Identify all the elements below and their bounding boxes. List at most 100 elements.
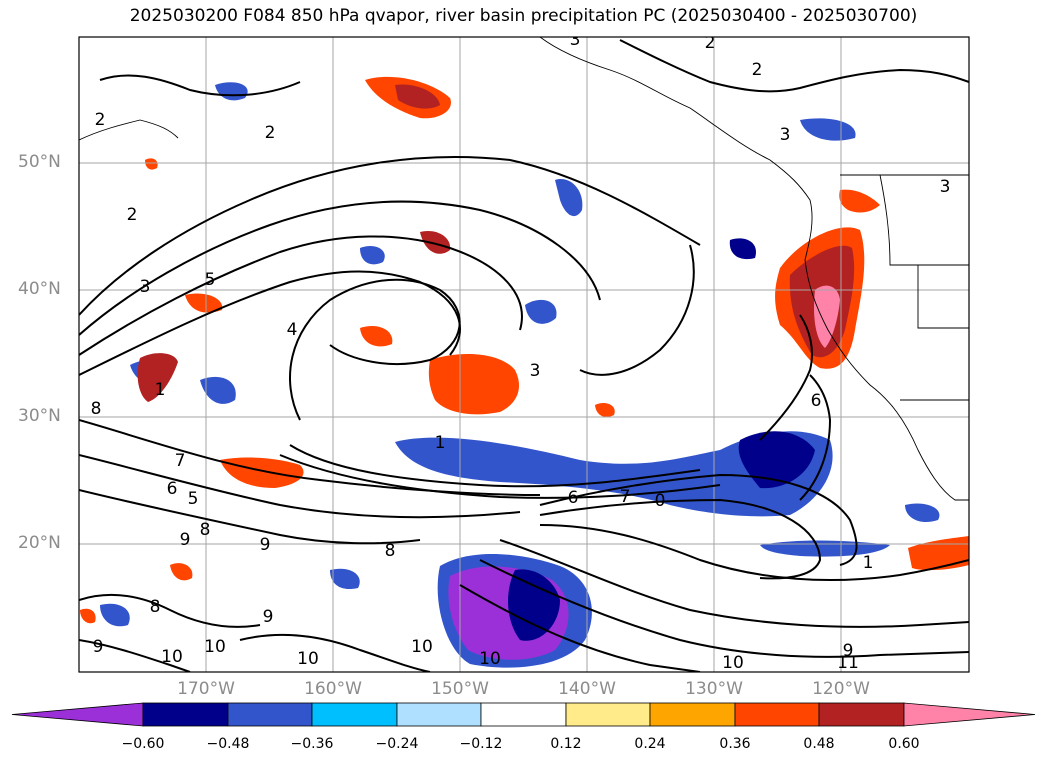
contour-label: 1 bbox=[435, 433, 446, 453]
colorbar bbox=[11, 702, 1036, 727]
colorbar-tick-label: 0.24 bbox=[634, 736, 666, 752]
contour-label: 7 bbox=[620, 487, 631, 507]
lat-label: 50°N bbox=[18, 152, 61, 172]
map-title: 2025030200 F084 850 hPa qvapor, river ba… bbox=[129, 6, 918, 26]
map-plot-area: 2 2 2 2 3 3 4 5 3 1 7 6 5 8 8 9 9 8 9 9 … bbox=[79, 30, 969, 673]
pos-blob-midpac bbox=[428, 354, 520, 415]
neg-band-jet bbox=[395, 431, 833, 517]
contour-label: 9 bbox=[843, 641, 854, 661]
colorbar-segment bbox=[818, 702, 905, 727]
neg-spot-2 bbox=[525, 299, 557, 324]
contour-label: 2 bbox=[127, 205, 138, 225]
positive-shading bbox=[80, 76, 969, 624]
contour-label: 5 bbox=[205, 270, 216, 290]
contour-label: 4 bbox=[287, 320, 298, 340]
colorbar-tick-label: 0.36 bbox=[719, 736, 751, 752]
contour-label: 10 bbox=[411, 637, 433, 657]
neg-spot-8 bbox=[100, 603, 130, 627]
contour-label: 10 bbox=[297, 649, 319, 669]
contour-label: 8 bbox=[385, 541, 396, 561]
contour-label: 5 bbox=[188, 489, 199, 509]
colorbar-tick-label: −0.36 bbox=[290, 736, 334, 752]
plot-frame bbox=[78, 36, 970, 673]
neg-spot-7 bbox=[729, 238, 756, 260]
neg-spot-9 bbox=[330, 568, 360, 590]
lon-label: 150°W bbox=[431, 679, 489, 699]
graticule bbox=[79, 37, 969, 672]
contour-label: 2 bbox=[752, 60, 763, 80]
colorbar-tick-label: 0.60 bbox=[888, 736, 920, 752]
contour-label: 3 bbox=[530, 361, 541, 381]
colorbar-extend-right bbox=[903, 702, 1036, 727]
pos-blob-east bbox=[420, 230, 451, 254]
neg-spot-11 bbox=[360, 245, 385, 265]
colorbar-tick-label: −0.24 bbox=[375, 736, 419, 752]
lon-label: 120°W bbox=[812, 679, 870, 699]
colorbar-tick-label: −0.48 bbox=[206, 736, 250, 752]
lon-label: 130°W bbox=[685, 679, 743, 699]
pos-spot-3 bbox=[80, 608, 96, 624]
colorbar-segment bbox=[142, 702, 229, 727]
contour-label: 8 bbox=[200, 520, 211, 540]
neg-spot-10 bbox=[905, 503, 940, 523]
pos-blob-alaska-dark bbox=[395, 84, 440, 109]
pos-blob-dateline bbox=[137, 353, 178, 402]
neg-spot-4 bbox=[200, 376, 236, 404]
contour-label: 3 bbox=[940, 177, 951, 197]
pos-blob-west bbox=[220, 457, 304, 488]
lat-label: 20°N bbox=[18, 533, 61, 553]
colorbar-segment bbox=[480, 702, 567, 727]
colorbar-tick-label: 0.48 bbox=[803, 736, 835, 752]
contour-label: 1 bbox=[863, 553, 874, 573]
contour-label: 7 bbox=[175, 451, 186, 471]
contour-label: 2 bbox=[705, 33, 716, 53]
colorbar-tick-label: 0.12 bbox=[550, 736, 582, 752]
neg-spot-5 bbox=[800, 118, 856, 141]
contour-label: 9 bbox=[180, 530, 191, 550]
pos-blob-west-2 bbox=[185, 293, 223, 313]
pos-blob-hawaii-east bbox=[908, 536, 969, 571]
contour-label: 8 bbox=[91, 399, 102, 419]
lon-label: 160°W bbox=[304, 679, 362, 699]
colorbar-segment bbox=[734, 702, 820, 727]
colorbar-tick-label: −0.60 bbox=[121, 736, 165, 752]
contour-label: 6 bbox=[568, 488, 579, 508]
contour-label: 9 bbox=[93, 637, 104, 657]
contour-label: 10 bbox=[204, 637, 226, 657]
neg-blob-core bbox=[508, 569, 560, 641]
pos-blob-oregon bbox=[839, 189, 880, 213]
contour-label: 9 bbox=[260, 535, 271, 555]
colorbar-extend-left bbox=[11, 702, 144, 727]
contour-label: 6 bbox=[167, 479, 178, 499]
pos-spot-2 bbox=[170, 563, 193, 581]
lon-label: 170°W bbox=[177, 679, 235, 699]
pos-blob-midpac-2 bbox=[360, 325, 393, 347]
contour-label: 6 bbox=[811, 391, 822, 411]
lat-label: 40°N bbox=[18, 279, 61, 299]
contour-label: 11 bbox=[837, 653, 859, 673]
contour-label: 9 bbox=[263, 607, 274, 627]
colorbar-segment bbox=[311, 702, 398, 727]
contour-label: 3 bbox=[140, 277, 151, 297]
coastlines bbox=[79, 37, 969, 501]
colorbar-segment bbox=[396, 702, 482, 727]
colorbar-segment bbox=[227, 702, 313, 727]
contour-label: 0 bbox=[655, 491, 666, 511]
contour-label: 3 bbox=[570, 30, 581, 50]
contour-label: 8 bbox=[150, 597, 161, 617]
contour-label: 10 bbox=[161, 647, 183, 667]
neg-spot-1 bbox=[555, 179, 583, 217]
pos-spot-1 bbox=[595, 403, 615, 417]
contour-label: 3 bbox=[780, 125, 791, 145]
contour-label: 2 bbox=[265, 123, 276, 143]
humidity-contours bbox=[79, 39, 969, 672]
lon-label: 140°W bbox=[558, 679, 616, 699]
colorbar-segment bbox=[649, 702, 736, 727]
pos-blob-california-pink bbox=[814, 285, 840, 348]
colorbar-segment bbox=[565, 702, 651, 727]
contour-label: 1 bbox=[155, 380, 166, 400]
contour-label: 10 bbox=[479, 649, 501, 669]
colorbar-tick-label: −0.12 bbox=[459, 736, 503, 752]
contour-label-group: 2 2 2 2 3 3 4 5 3 1 7 6 5 8 8 9 9 8 9 9 … bbox=[91, 30, 951, 673]
